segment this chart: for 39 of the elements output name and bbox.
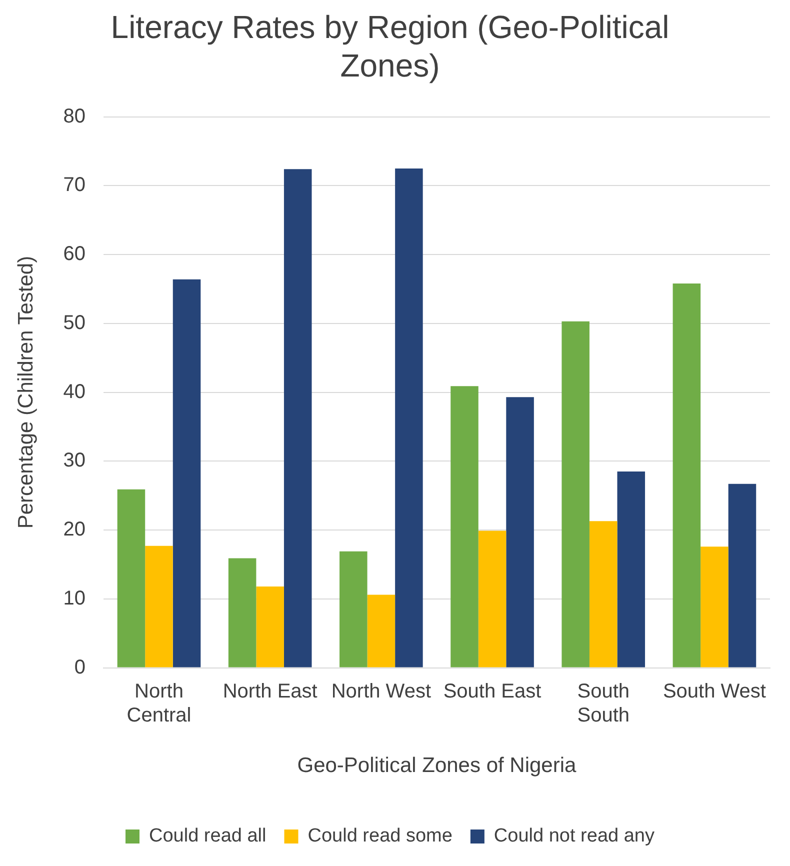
bar xyxy=(172,279,201,668)
bar xyxy=(340,551,368,668)
bar xyxy=(506,397,534,668)
x-axis-title: Geo-Political Zones of Nigeria xyxy=(297,754,577,778)
y-tick-label: 70 xyxy=(63,174,86,196)
x-tick-label: South East xyxy=(443,680,542,702)
y-tick-label: 0 xyxy=(74,656,86,678)
x-tick-label: North Central xyxy=(126,680,192,726)
y-tick-label: 20 xyxy=(63,518,86,541)
bar xyxy=(700,546,728,668)
y-tick-label: 60 xyxy=(63,243,86,266)
bar xyxy=(145,546,173,668)
bar xyxy=(589,521,618,668)
y-axis-title: Percentage (Children Tested) xyxy=(14,256,38,529)
x-tick-label: South West xyxy=(662,680,766,702)
bar xyxy=(728,484,756,668)
x-tick-label: North East xyxy=(222,680,318,702)
y-tick-label: 10 xyxy=(63,587,86,610)
bar xyxy=(672,283,701,668)
bar xyxy=(395,168,423,668)
x-tick-label: North West xyxy=(331,680,432,702)
bar xyxy=(117,489,146,668)
y-tick-label: 40 xyxy=(63,380,86,403)
y-tick-label: 30 xyxy=(63,450,86,472)
bar xyxy=(450,386,478,668)
legend-label: Could not read any xyxy=(494,826,655,847)
legend-label: Could read some xyxy=(308,826,452,847)
y-tick-label: 50 xyxy=(63,312,86,334)
bar xyxy=(617,472,646,668)
bar xyxy=(367,594,396,668)
bar xyxy=(256,586,284,668)
bar xyxy=(562,321,590,668)
legend-label: Could read all xyxy=(149,826,266,847)
bar xyxy=(478,530,506,668)
bar xyxy=(284,169,312,668)
y-tick-label: 80 xyxy=(63,105,86,128)
x-tick-label: South South xyxy=(577,680,630,726)
chart-title: Literacy Rates by Region (Geo-Political Zones) xyxy=(110,9,670,84)
bar xyxy=(228,558,256,668)
